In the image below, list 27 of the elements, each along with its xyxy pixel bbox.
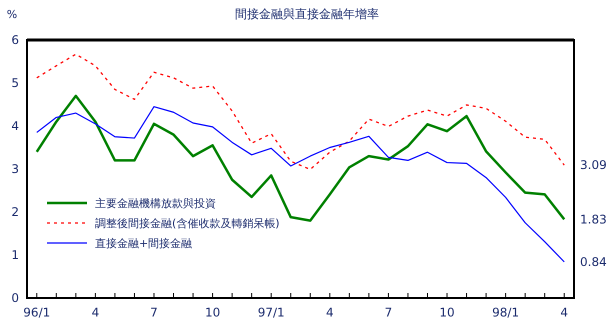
x-tick-label: 4 xyxy=(92,306,100,320)
x-tick-label: 4 xyxy=(326,306,334,320)
y-tick-label: 4 xyxy=(11,118,19,133)
y-tick-label: 1 xyxy=(11,248,19,262)
chart-title: 間接金融與直接金融年增率 xyxy=(235,7,379,21)
y-tick-label: 3 xyxy=(11,162,19,176)
y-tick-label: 0 xyxy=(11,290,19,305)
x-tick-label: 10 xyxy=(439,306,455,320)
x-tick-label: 98/1 xyxy=(492,306,520,320)
x-tick-label: 10 xyxy=(204,306,220,320)
y-axis-title: % xyxy=(6,8,18,21)
y-tick-label: 2 xyxy=(11,204,19,219)
line-series xyxy=(36,106,565,262)
data-label: 0.84 xyxy=(580,254,607,269)
x-tick-label: 4 xyxy=(560,306,568,320)
x-tick-label: 96/1 xyxy=(23,306,50,320)
y-tick-label: 6 xyxy=(11,32,19,47)
data-label: 3.09 xyxy=(580,158,607,172)
x-tick-label: 97/1 xyxy=(258,306,285,320)
data-label: 1.83 xyxy=(580,212,607,226)
legend-label: 直接金融+間接金融 xyxy=(95,237,192,250)
x-tick-label: 7 xyxy=(150,306,158,320)
legend-label: 調整後間接金融(含催收款及轉銷呆帳) xyxy=(95,217,280,230)
line-series xyxy=(36,54,565,170)
y-tick-label: 5 xyxy=(11,76,19,90)
x-tick-label: 7 xyxy=(384,306,392,320)
legend-label: 主要金融機構放款與投資 xyxy=(95,197,216,210)
